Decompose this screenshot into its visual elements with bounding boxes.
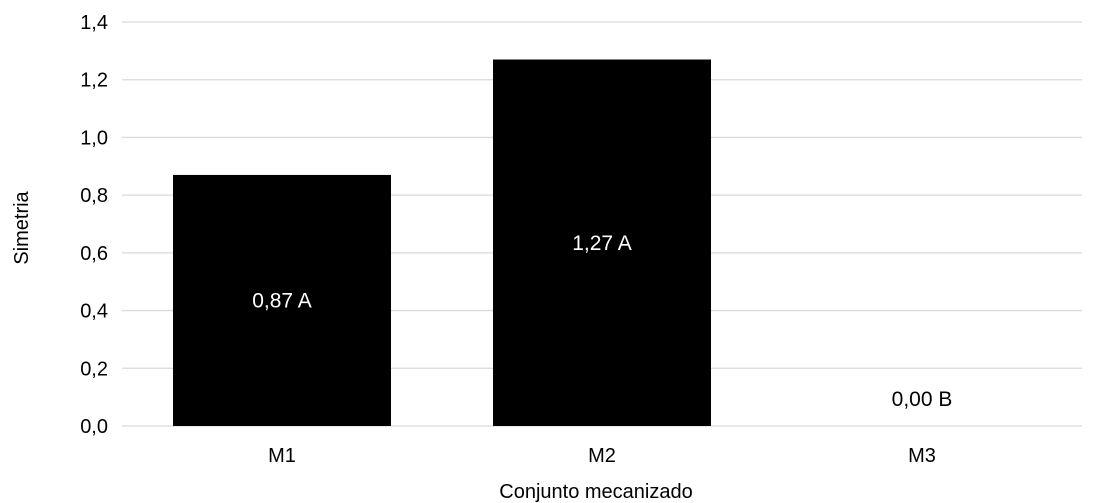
data-label-m3: 0,00 B bbox=[892, 388, 953, 411]
y-axis-tick-labels: 0,0 0,2 0,4 0,6 0,8 1,0 1,2 1,4 bbox=[80, 12, 108, 438]
y-tick-label: 0,0 bbox=[80, 416, 108, 438]
data-label-m2: 1,27 A bbox=[572, 232, 632, 255]
x-axis-title: Conjunto mecanizado bbox=[499, 481, 692, 503]
x-axis-tick-labels: M1 M2 M3 bbox=[268, 445, 936, 467]
bar-m1 bbox=[173, 174, 391, 426]
x-tick-label: M3 bbox=[908, 445, 936, 467]
x-tick-label: M1 bbox=[268, 445, 296, 467]
y-tick-label: 1,2 bbox=[80, 70, 108, 92]
bar-m2 bbox=[493, 59, 711, 427]
y-axis-title: Simetria bbox=[11, 190, 33, 264]
x-tick-label: M2 bbox=[588, 445, 616, 467]
y-tick-label: 0,8 bbox=[80, 185, 108, 207]
y-tick-label: 1,0 bbox=[80, 127, 108, 149]
data-label-m1: 0,87 A bbox=[252, 289, 312, 312]
y-tick-label: 1,4 bbox=[80, 12, 108, 34]
y-tick-label: 0,2 bbox=[80, 358, 108, 380]
y-tick-label: 0,4 bbox=[80, 301, 108, 323]
bars bbox=[173, 59, 711, 427]
y-tick-label: 0,6 bbox=[80, 243, 108, 265]
data-labels: 0,87 A 1,27 A 0,00 B bbox=[252, 232, 952, 411]
